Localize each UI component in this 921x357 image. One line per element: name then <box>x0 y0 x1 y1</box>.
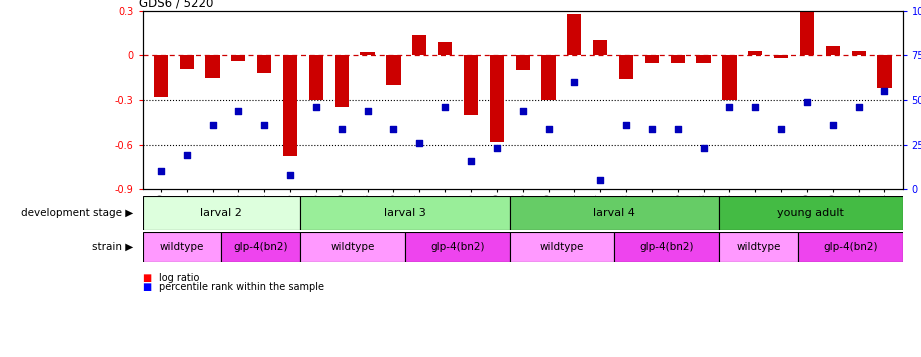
Point <box>645 126 659 131</box>
Bar <box>257 55 272 73</box>
Text: glp-4(bn2): glp-4(bn2) <box>430 242 484 252</box>
Bar <box>567 14 581 55</box>
Bar <box>180 55 193 69</box>
Bar <box>670 55 685 63</box>
Bar <box>799 12 814 55</box>
Bar <box>878 55 892 88</box>
Bar <box>509 196 719 230</box>
Point <box>877 88 892 94</box>
Bar <box>334 55 349 107</box>
Point <box>257 122 272 128</box>
Bar <box>852 51 866 55</box>
Point <box>489 145 504 151</box>
Bar <box>438 42 452 55</box>
Text: wildtype: wildtype <box>330 242 375 252</box>
Text: strain ▶: strain ▶ <box>92 242 134 252</box>
Bar <box>619 55 633 79</box>
Text: ■: ■ <box>143 282 155 292</box>
Point <box>722 104 737 110</box>
Text: larval 2: larval 2 <box>201 208 242 218</box>
Point <box>386 126 401 131</box>
Text: larval 4: larval 4 <box>593 208 635 218</box>
Bar <box>300 196 509 230</box>
Bar <box>719 232 798 262</box>
Bar <box>826 46 840 55</box>
Bar <box>798 232 903 262</box>
Point <box>154 169 169 174</box>
Point <box>799 99 814 105</box>
Bar <box>143 232 221 262</box>
Point <box>515 108 530 114</box>
Point <box>360 108 375 114</box>
Point <box>231 108 246 114</box>
Point <box>542 126 556 131</box>
Bar <box>614 232 719 262</box>
Point <box>180 152 194 158</box>
Point <box>670 126 685 131</box>
Bar <box>309 55 323 100</box>
Point <box>593 177 608 183</box>
Bar <box>748 51 763 55</box>
Bar <box>413 35 426 55</box>
Bar <box>696 55 711 63</box>
Text: wildtype: wildtype <box>736 242 781 252</box>
Point <box>696 145 711 151</box>
Bar <box>490 55 504 142</box>
Bar <box>386 55 401 85</box>
Point <box>748 104 763 110</box>
Text: larval 3: larval 3 <box>384 208 426 218</box>
Text: wildtype: wildtype <box>540 242 584 252</box>
Text: glp-4(bn2): glp-4(bn2) <box>233 242 288 252</box>
Point <box>283 172 297 178</box>
Bar <box>283 55 297 156</box>
Point <box>205 122 220 128</box>
Bar <box>221 232 300 262</box>
Text: GDS6 / 5220: GDS6 / 5220 <box>139 0 214 10</box>
Bar <box>774 55 788 58</box>
Point <box>619 122 634 128</box>
Bar <box>645 55 659 63</box>
Text: young adult: young adult <box>777 208 845 218</box>
Bar <box>509 232 614 262</box>
Text: percentile rank within the sample: percentile rank within the sample <box>159 282 324 292</box>
Point <box>851 104 866 110</box>
Bar <box>719 196 903 230</box>
Text: glp-4(bn2): glp-4(bn2) <box>823 242 878 252</box>
Bar <box>360 52 375 55</box>
Point <box>412 140 426 146</box>
Text: ■: ■ <box>143 273 155 283</box>
Bar <box>300 232 404 262</box>
Point <box>309 104 323 110</box>
Bar <box>154 55 168 97</box>
Point <box>774 126 788 131</box>
Point <box>567 79 582 85</box>
Point <box>334 126 349 131</box>
Text: log ratio: log ratio <box>159 273 200 283</box>
Text: development stage ▶: development stage ▶ <box>21 208 134 218</box>
Bar <box>516 55 530 70</box>
Point <box>825 122 840 128</box>
Bar <box>143 196 300 230</box>
Text: glp-4(bn2): glp-4(bn2) <box>639 242 694 252</box>
Point <box>437 104 452 110</box>
Bar <box>722 55 737 100</box>
Bar <box>404 232 509 262</box>
Bar <box>231 55 246 61</box>
Bar <box>464 55 478 115</box>
Text: wildtype: wildtype <box>160 242 204 252</box>
Bar <box>593 40 607 55</box>
Bar <box>542 55 555 100</box>
Bar <box>205 55 219 78</box>
Point <box>463 158 478 164</box>
